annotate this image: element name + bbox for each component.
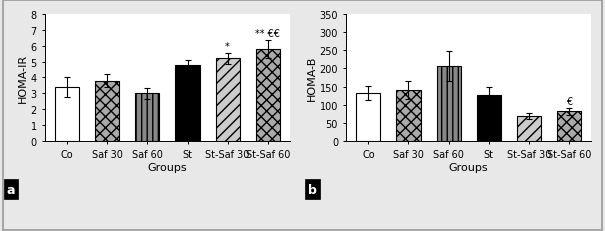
Text: ** €€: ** €€: [255, 29, 280, 39]
Text: €: €: [566, 96, 572, 106]
Text: b: b: [308, 183, 316, 196]
Y-axis label: HOMA-B: HOMA-B: [307, 56, 316, 101]
Bar: [356, 94, 381, 141]
Bar: [96, 81, 119, 141]
Bar: [175, 66, 200, 141]
Y-axis label: HOMA-IR: HOMA-IR: [18, 54, 28, 103]
Text: *: *: [225, 42, 230, 52]
Bar: [215, 59, 240, 141]
Text: a: a: [7, 183, 15, 196]
X-axis label: Groups: Groups: [148, 162, 188, 172]
Bar: [136, 94, 160, 141]
Bar: [477, 95, 501, 141]
Bar: [55, 88, 79, 141]
Bar: [557, 112, 581, 141]
Bar: [517, 116, 541, 141]
Bar: [437, 67, 460, 141]
Bar: [256, 50, 280, 141]
X-axis label: Groups: Groups: [449, 162, 488, 172]
Bar: [396, 90, 420, 141]
